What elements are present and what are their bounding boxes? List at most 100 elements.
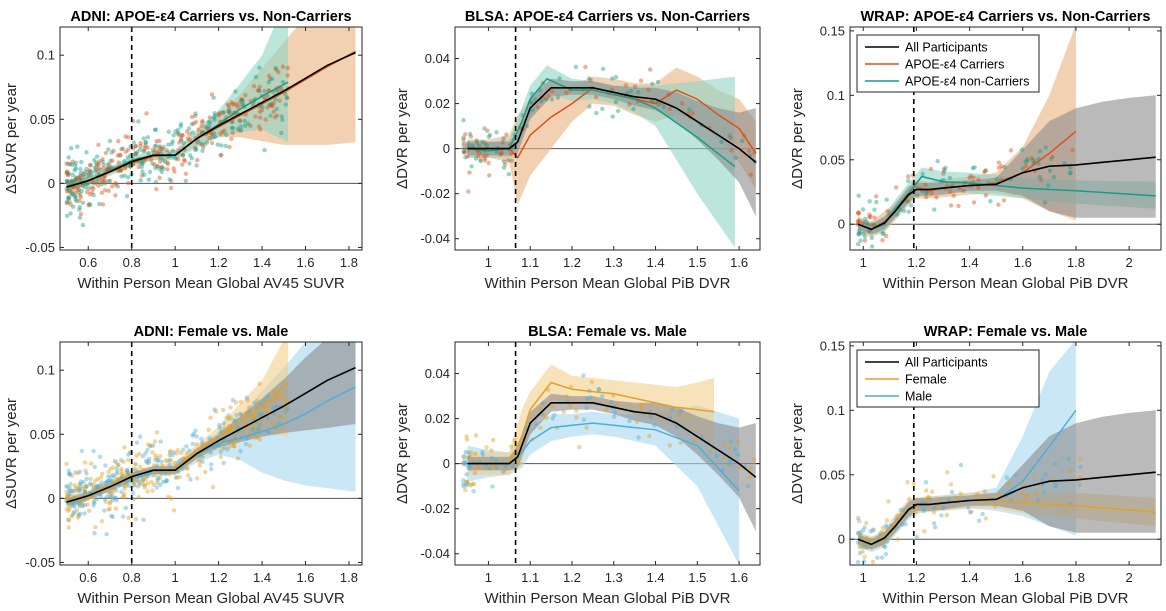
- scatter-point: [64, 490, 69, 495]
- scatter-point: [75, 144, 80, 149]
- scatter-point: [166, 494, 171, 499]
- scatter-point: [253, 413, 258, 418]
- plot-content: [60, 342, 362, 565]
- scatter-point: [71, 178, 76, 184]
- scatter-point: [564, 90, 569, 95]
- axes-box: [849, 26, 1162, 251]
- scatter-point: [93, 160, 99, 165]
- scatter-point: [238, 99, 243, 105]
- scatter-point: [969, 509, 974, 514]
- scatter-point: [157, 175, 162, 181]
- scatter-point: [857, 545, 862, 550]
- scatter-point: [122, 491, 127, 497]
- scatter-point: [220, 110, 226, 115]
- scatter-point: [114, 466, 120, 472]
- scatter-point: [148, 157, 154, 163]
- scatter-point: [66, 195, 71, 201]
- scatter-point: [1005, 481, 1011, 486]
- scatter-point: [245, 121, 251, 126]
- scatter-point: [616, 108, 621, 114]
- scatter-point: [130, 490, 136, 495]
- scatter-point: [155, 480, 160, 486]
- scatter-point: [967, 175, 972, 180]
- scatter-point: [82, 503, 88, 508]
- scatter-point: [79, 178, 84, 183]
- scatter-point: [197, 463, 202, 468]
- scatter-point: [670, 407, 675, 412]
- scatter-point: [954, 496, 959, 501]
- scatter-point: [172, 169, 177, 174]
- scatter-point: [126, 180, 131, 186]
- scatter-point: [140, 482, 146, 487]
- scatter-point: [123, 149, 129, 154]
- scatter-point: [80, 200, 86, 205]
- scatter-point: [136, 119, 141, 124]
- scatter-point: [581, 417, 586, 422]
- scatter-point: [285, 406, 290, 411]
- scatter-point: [251, 84, 257, 89]
- scatter-point: [941, 505, 946, 511]
- scatter-point: [878, 540, 884, 546]
- scatter-point: [92, 169, 97, 174]
- scatter-point: [476, 464, 481, 470]
- scatter-point: [199, 436, 204, 441]
- scatter-point: [473, 433, 479, 438]
- scatter-point: [81, 172, 86, 177]
- scatter-point: [170, 453, 175, 458]
- band-noncarriers: [66, 27, 289, 191]
- scatter-point: [96, 183, 101, 188]
- scatter-point: [594, 110, 599, 116]
- scatter-point: [144, 111, 149, 116]
- scatter-point: [153, 165, 158, 171]
- scatter-point: [77, 198, 82, 204]
- scatter-point: [176, 131, 181, 136]
- scatter-point: [78, 170, 84, 176]
- scatter-point: [221, 421, 227, 426]
- scatter-point: [231, 444, 236, 449]
- scatter-point: [80, 222, 86, 228]
- scatter-point: [504, 132, 509, 137]
- scatter-point: [140, 169, 145, 174]
- scatter-point: [138, 178, 143, 183]
- scatter-point: [269, 76, 275, 82]
- scatter-point: [200, 459, 205, 465]
- scatter-point: [207, 115, 212, 120]
- scatter-point: [285, 73, 290, 78]
- scatter-point: [180, 466, 185, 472]
- chart-title: ADNI: Female vs. Male: [134, 324, 289, 340]
- chart-title: ADNI: APOE-ε4 Carriers vs. Non-Carriers: [70, 9, 351, 25]
- x-tick-label: 1: [860, 570, 867, 585]
- scatter-point: [122, 158, 127, 164]
- scatter-point: [708, 449, 713, 454]
- scatter-point: [280, 64, 286, 69]
- x-tick-label: 1.6: [1014, 255, 1032, 270]
- scatter-point: [124, 467, 130, 473]
- scatter-point: [113, 193, 118, 198]
- scatter-point: [98, 494, 104, 499]
- scatter-point: [484, 143, 490, 148]
- scatter-point: [218, 449, 223, 454]
- scatter-point: [191, 431, 196, 437]
- scatter-point: [284, 95, 289, 100]
- scatter-point: [193, 111, 198, 116]
- scatter-point: [463, 155, 468, 160]
- scatter-point: [279, 130, 284, 136]
- scatter-point: [462, 462, 467, 467]
- scatter-point: [94, 485, 100, 490]
- scatter-point: [82, 490, 88, 496]
- scatter-point: [883, 523, 889, 528]
- scatter-point: [153, 179, 159, 185]
- scatter-point: [250, 426, 256, 431]
- scatter-point: [982, 489, 987, 494]
- scatter-point: [154, 485, 159, 490]
- scatter-point: [674, 424, 680, 429]
- scatter-point: [461, 140, 467, 146]
- scatter-point: [73, 178, 79, 183]
- line-all: [467, 87, 757, 163]
- scatter-point: [183, 178, 188, 183]
- scatter-point: [82, 511, 87, 516]
- scatter-point: [208, 450, 213, 455]
- scatter-point: [64, 186, 69, 192]
- scatter-point: [109, 513, 114, 519]
- scatter-point: [856, 210, 862, 215]
